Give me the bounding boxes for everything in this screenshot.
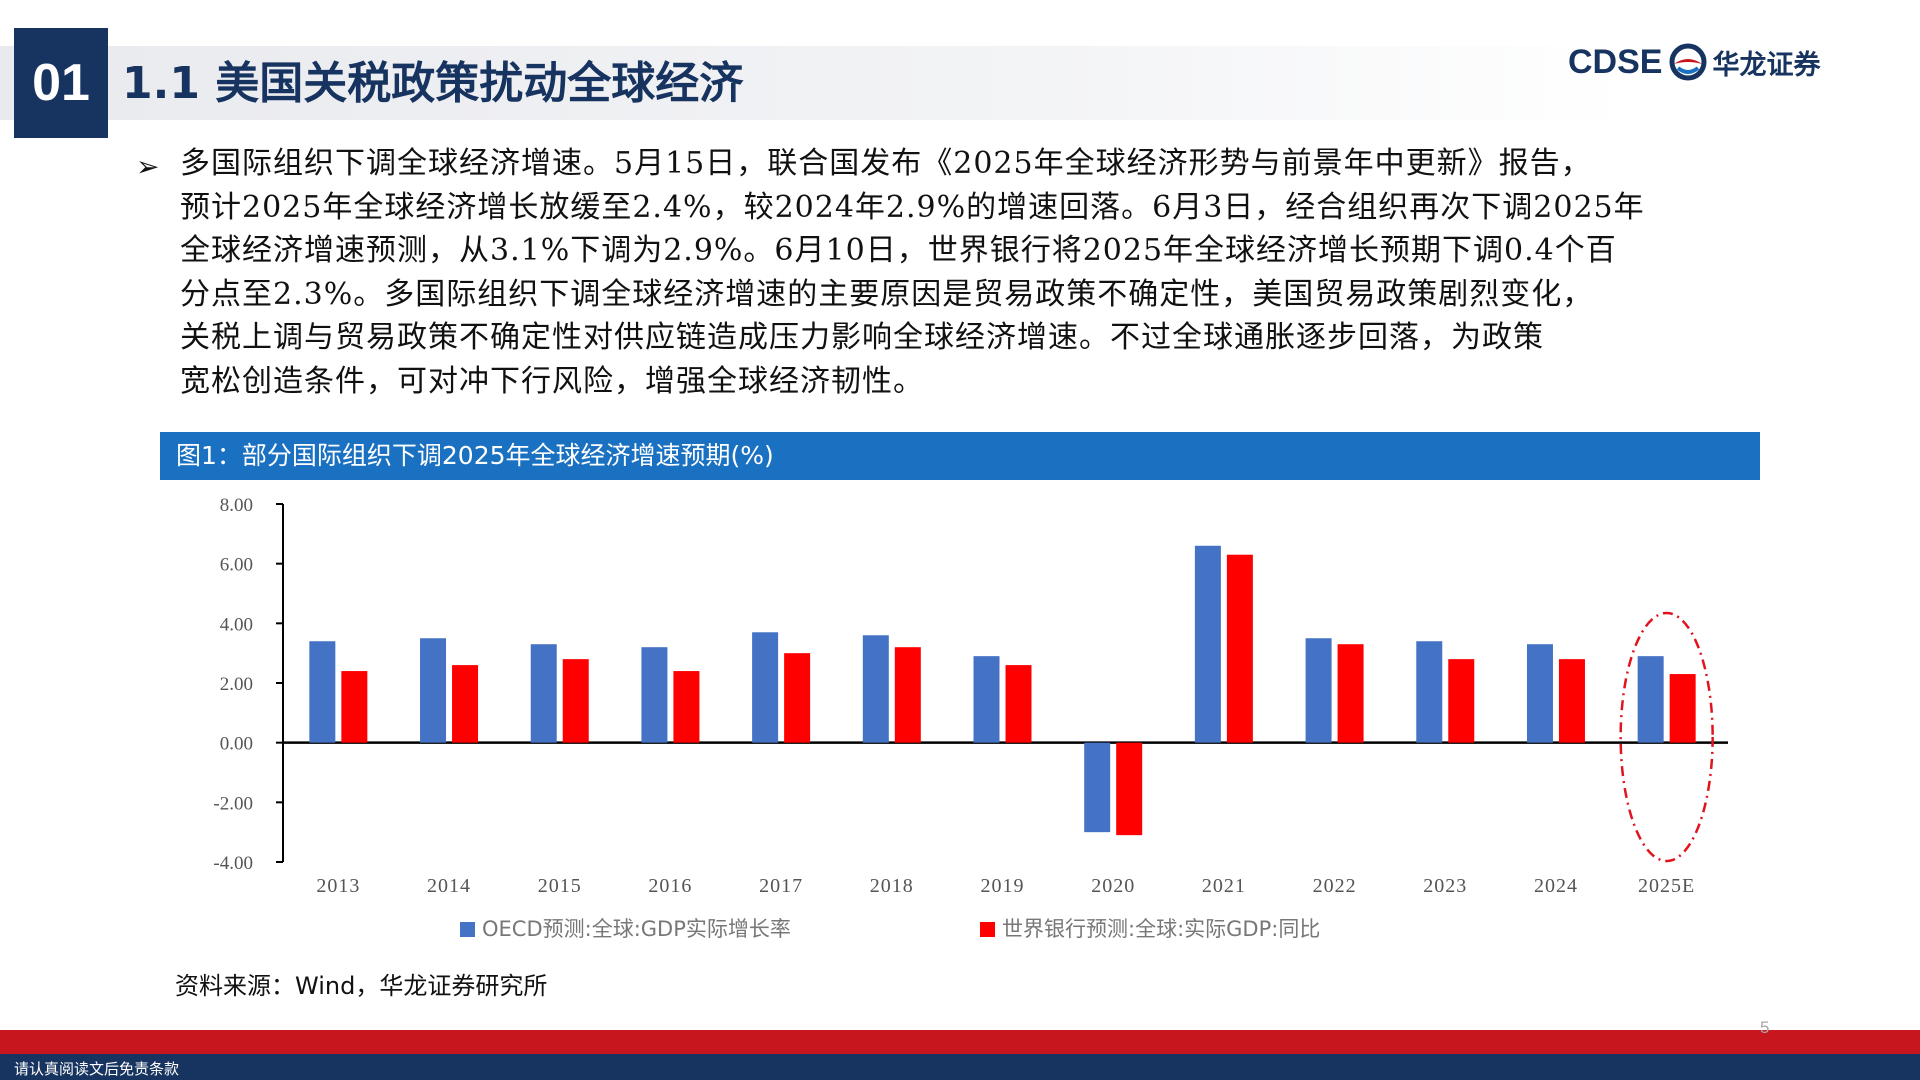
bar-worldbank-2017 xyxy=(784,653,811,743)
bar-oecd-2017 xyxy=(752,632,779,743)
y-tick-label: -2.00 xyxy=(213,793,253,814)
bar-worldbank-2018 xyxy=(894,647,921,743)
y-tick-label: 2.00 xyxy=(220,674,253,695)
x-tick-label: 2024 xyxy=(1534,875,1578,897)
legend-swatch xyxy=(980,922,995,937)
bar-worldbank-2025E xyxy=(1669,674,1696,743)
bar-oecd-2013 xyxy=(309,641,336,743)
bar-oecd-2022 xyxy=(1305,638,1332,743)
bar-worldbank-2016 xyxy=(673,671,700,743)
bar-worldbank-2020 xyxy=(1116,742,1143,836)
highlight-ellipse xyxy=(1619,611,1714,863)
body-line: 宽松创造条件，可对冲下行风险，增强全球经济韧性。 xyxy=(180,363,924,399)
x-tick-label: 2017 xyxy=(759,875,803,897)
y-tick-label: 8.00 xyxy=(220,495,253,516)
page-number: 5 xyxy=(1760,1018,1770,1037)
header-band xyxy=(0,46,1920,120)
y-tick-label: 4.00 xyxy=(220,614,253,635)
x-tick-label: 2013 xyxy=(316,875,360,897)
arrow-bullet-icon: ➢ xyxy=(136,150,160,183)
bar-worldbank-2021 xyxy=(1226,554,1253,743)
bar-oecd-2016 xyxy=(641,647,668,743)
body-paragraph: 多国际组织下调全球经济增速。5月15日，联合国发布《2025年全球经济形势与前景… xyxy=(180,142,1770,403)
x-tick-label: 2023 xyxy=(1423,875,1467,897)
bar-oecd-2021 xyxy=(1194,545,1221,743)
x-tick-label: 2019 xyxy=(981,875,1025,897)
bar-oecd-2015 xyxy=(530,644,557,743)
x-tick-label: 2021 xyxy=(1202,875,1246,897)
bar-oecd-2014 xyxy=(420,638,447,743)
section-number: 01 xyxy=(14,28,108,138)
logo-chinese-text: 华龙证券 xyxy=(1712,49,1821,81)
bar-oecd-2020 xyxy=(1084,742,1111,833)
bar-oecd-2023 xyxy=(1416,641,1443,743)
bar-oecd-2025E xyxy=(1637,656,1664,743)
body-line: 预计2025年全球经济增长放缓至2.4%，较2024年2.9%的增速回落。6月3… xyxy=(180,189,1645,225)
body-line: 全球经济增速预测，从3.1%下调为2.9%。6月10日，世界银行将2025年全球… xyxy=(180,233,1617,268)
bar-worldbank-2014 xyxy=(452,665,479,743)
legend-label: OECD预测:全球:GDP实际增长率 xyxy=(482,917,791,941)
legend-label: 世界银行预测:全球:实际GDP:同比 xyxy=(1002,917,1320,941)
x-tick-label: 2014 xyxy=(427,875,471,897)
bar-oecd-2019 xyxy=(973,656,1000,743)
y-tick-label: 6.00 xyxy=(220,555,253,576)
y-tick-label: -4.00 xyxy=(213,853,253,874)
x-tick-label: 2016 xyxy=(648,875,692,897)
body-line: 多国际组织下调全球经济增速。5月15日，联合国发布《2025年全球经济形势与前景… xyxy=(180,146,1592,181)
bar-worldbank-2019 xyxy=(1005,665,1032,743)
bar-worldbank-2022 xyxy=(1337,644,1364,743)
page-title: 1.1 美国关税政策扰动全球经济 xyxy=(122,58,744,109)
legend-swatch xyxy=(460,922,475,937)
bar-worldbank-2024 xyxy=(1558,659,1585,743)
company-logo: CDSE 华龙证券 xyxy=(1568,38,1820,86)
bar-worldbank-2023 xyxy=(1448,659,1475,743)
gdp-bar-chart: 8.00 6.00 4.00 2.00 0.00 -2.00 -4.00 2013 2014 20… xyxy=(213,495,1728,941)
disclaimer-text: 请认真阅读文后免责条款 xyxy=(14,1060,180,1078)
x-tick-label: 2018 xyxy=(870,875,914,897)
figure-caption: 图1：部分国际组织下调2025年全球经济增速预期(%) xyxy=(160,432,1760,480)
y-tick-label: 0.00 xyxy=(220,734,253,755)
body-line: 关税上调与贸易政策不确定性对供应链造成压力影响全球经济增速。不过全球通胀逐步回落… xyxy=(180,320,1544,355)
bar-worldbank-2015 xyxy=(562,659,589,743)
x-tick-label: 2015 xyxy=(538,875,582,897)
body-line: 分点至2.3%。多国际组织下调全球经济增速的主要原因是贸易政策不确定性，美国贸易… xyxy=(180,276,1594,312)
x-tick-label: 2025E xyxy=(1638,875,1695,897)
x-tick-label: 2020 xyxy=(1091,875,1135,897)
footer-blue-stripe xyxy=(0,1054,1920,1080)
x-tick-label: 2022 xyxy=(1313,875,1357,897)
footer-red-stripe xyxy=(0,1030,1920,1054)
bar-worldbank-2013 xyxy=(341,671,368,743)
logo-latin-text: CDSE xyxy=(1568,42,1663,81)
bar-oecd-2024 xyxy=(1526,644,1553,743)
source-note: 资料来源：Wind，华龙证券研究所 xyxy=(175,972,548,1000)
dragon-logo-icon xyxy=(1669,43,1707,81)
bar-oecd-2018 xyxy=(862,635,889,743)
